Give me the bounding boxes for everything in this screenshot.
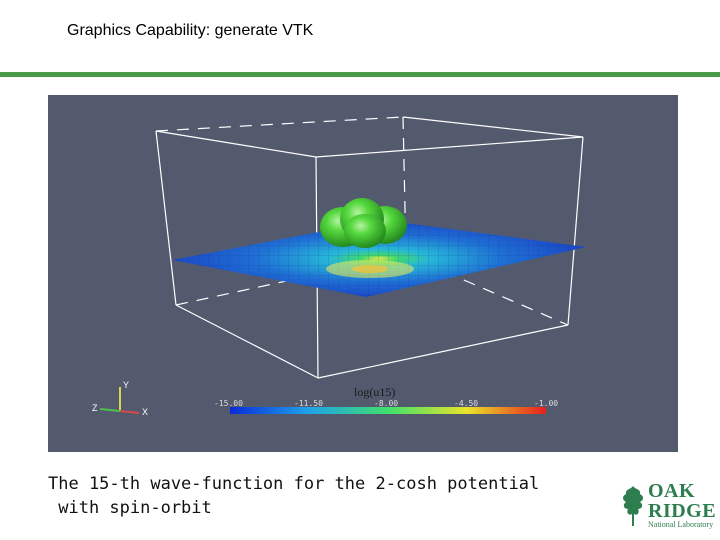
colorbar-gradient: [230, 407, 546, 414]
caption-line-1: The 15-th wave-function for the 2-cosh p…: [48, 474, 540, 494]
colorbar-tick: -11.50: [294, 399, 323, 408]
scalar-bar: log(u15) -15.00 -11.50 -8.00 -4.50 -1.00: [214, 385, 558, 414]
oak-ridge-logo: OAK RIDGE National Laboratory: [620, 478, 720, 534]
oak-leaf-icon: [623, 486, 643, 526]
vtk-render-view[interactable]: Y Z X log(u15) -15.00 -11.50 -8.00 -4.50…: [48, 95, 678, 452]
logo-word-ridge: RIDGE: [648, 500, 717, 522]
colorbar-tick: -15.00: [214, 399, 243, 408]
logo-word-oak: OAK: [648, 480, 696, 502]
axis-x-label: X: [142, 407, 148, 417]
slice-plane: [172, 220, 586, 297]
caption-line-2: with spin-orbit: [48, 498, 212, 518]
figure-caption: The 15-th wave-function for the 2-cosh p…: [48, 472, 568, 520]
logo-word-national-laboratory: National Laboratory: [648, 520, 714, 529]
colorbar-title: log(u15): [354, 385, 395, 399]
slide-title: Graphics Capability: generate VTK: [67, 22, 314, 39]
colorbar-tick: -8.00: [374, 399, 398, 408]
title-divider: [0, 72, 720, 77]
colorbar-tick: -4.50: [454, 399, 478, 408]
colorbar-tick: -1.00: [534, 399, 558, 408]
vtk-render-canvas: Y Z X log(u15) -15.00 -11.50 -8.00 -4.50…: [48, 95, 678, 452]
orientation-axes: Y Z X: [92, 380, 148, 417]
isosurface: [320, 198, 407, 248]
axis-y-label: Y: [123, 380, 129, 390]
axis-z-label: Z: [92, 403, 98, 413]
